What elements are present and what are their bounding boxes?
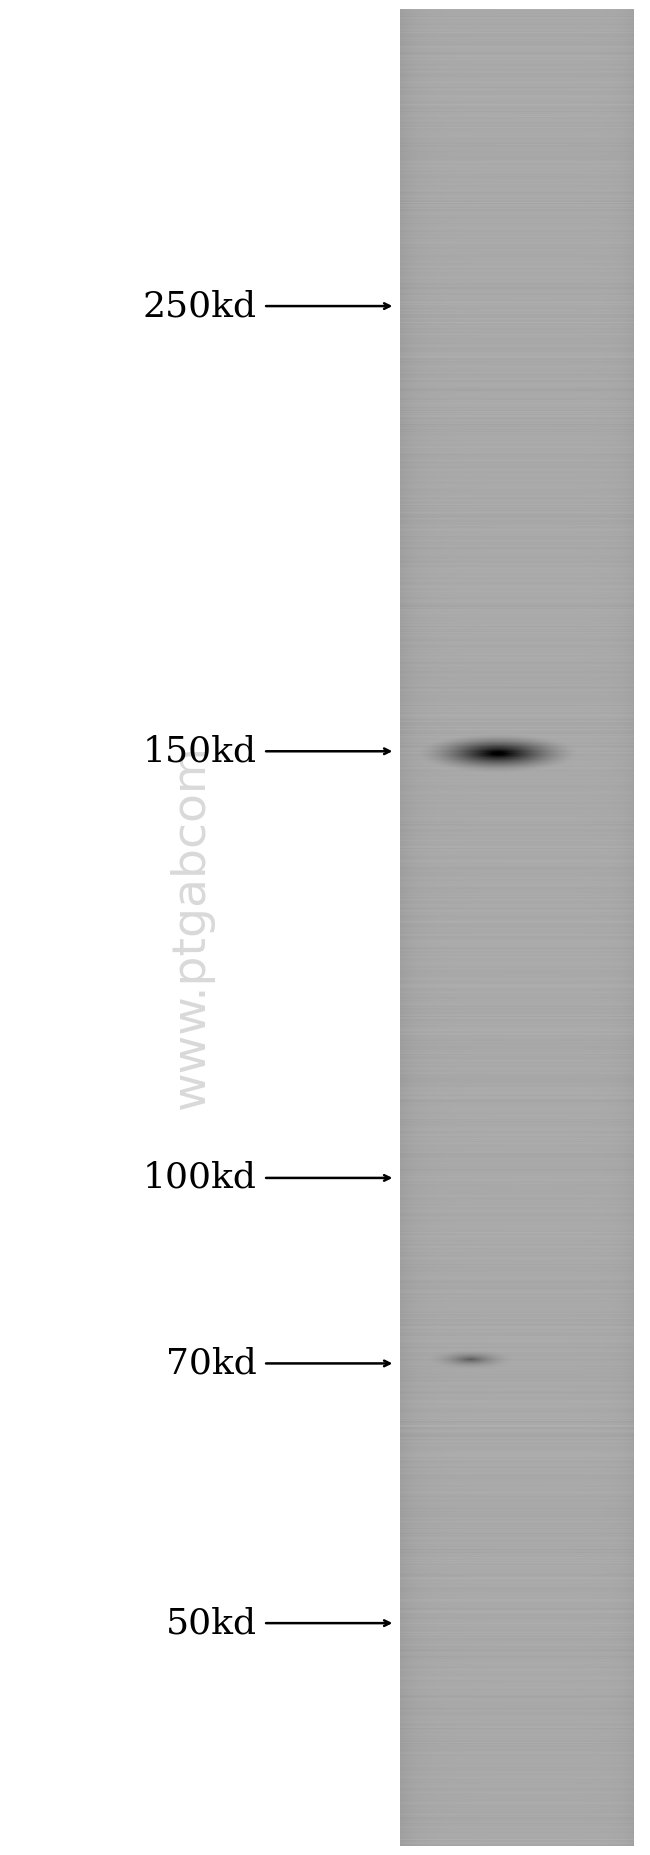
- Text: 50kd: 50kd: [166, 1606, 257, 1640]
- Text: 100kd: 100kd: [143, 1161, 257, 1195]
- Text: 150kd: 150kd: [143, 735, 257, 768]
- Text: 70kd: 70kd: [166, 1347, 257, 1380]
- Text: www.ptgabcom: www.ptgabcom: [169, 746, 214, 1109]
- Text: 250kd: 250kd: [143, 289, 257, 323]
